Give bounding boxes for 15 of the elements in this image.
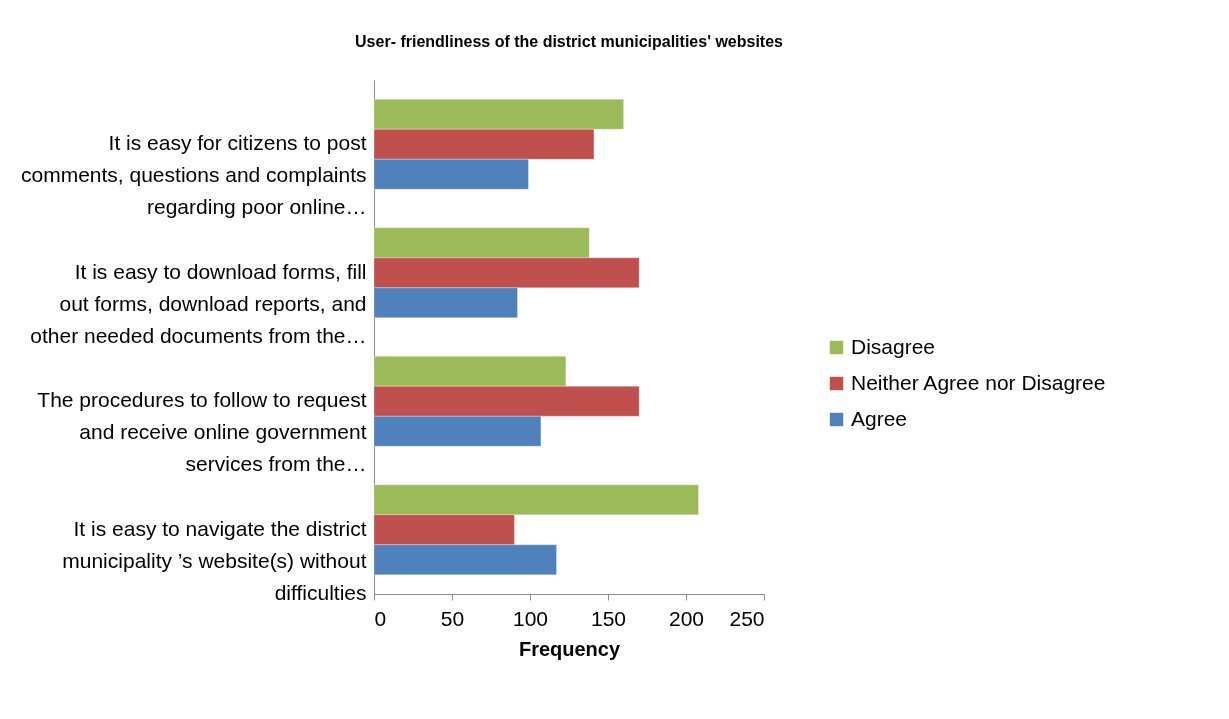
legend-label: Neither Agree nor Disagree [851,370,1106,394]
x-tick-label: 100 [512,606,549,630]
x-axis-title: Frequency [518,637,621,660]
x-tick-label: 0 [374,606,387,630]
x-tick-label: 150 [590,606,627,630]
y-tick-label: The procedures to follow to request and receive online government services from the… [37,388,367,476]
legend-label: Disagree [851,334,936,358]
legend-label: Agree [851,406,908,430]
chart-title: User- friendliness of the district municipalities' websites [355,33,784,50]
x-tick-label: 200 [668,606,705,630]
y-tick-label: It is easy to download forms, fill out forms, download reports, and other needed documents from the… [30,259,367,347]
x-tick-label: 50 [440,606,465,630]
y-tick-label: It is easy for citizens to post comments, questions and complaints regarding poor online… [20,131,367,219]
x-tick-label: 250 [729,606,765,630]
y-tick-label: It is easy to navigate the district municipality ’s website(s) without difficulties [62,516,367,604]
